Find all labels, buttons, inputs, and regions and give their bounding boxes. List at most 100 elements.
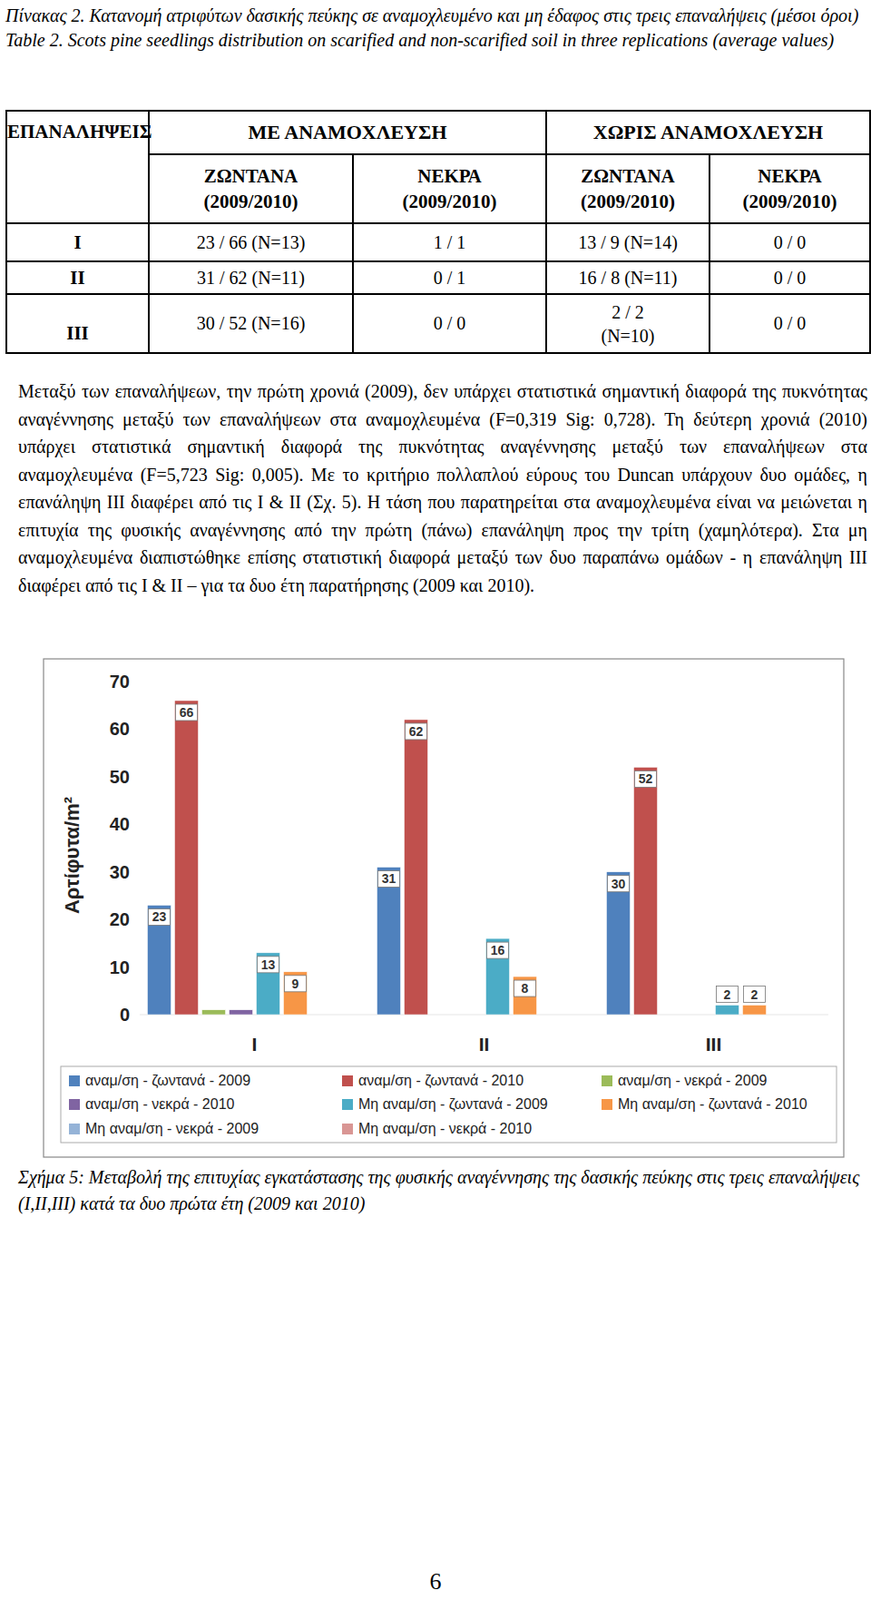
legend-label: αναμ/ση - νεκρά - 2009 [617, 1072, 768, 1088]
table-cell: 0 / 1 [352, 261, 547, 294]
bar [377, 866, 402, 1015]
table-cell: 0 / 0 [352, 293, 547, 353]
data-label: 23 [152, 909, 167, 924]
legend-label: αναμ/ση - ζωντανά - 2009 [85, 1072, 251, 1089]
bar [661, 1014, 686, 1016]
page-number: 6 [0, 1567, 871, 1596]
legend-label: Μη αναμ/ση - ζωντανά - 2010 [617, 1096, 808, 1113]
data-label-box [635, 770, 657, 787]
y-tick [136, 871, 140, 872]
row-label: I [6, 223, 149, 262]
y-tick-label: 10 [109, 957, 130, 978]
legend-swatch [601, 1098, 613, 1110]
y-tick-label: 0 [119, 1004, 130, 1025]
title-el: Πίνακας 2. Κατανομή ατριφύτων δασικής πε… [5, 3, 868, 29]
bar [715, 1005, 740, 1015]
y-tick-label: 30 [109, 861, 130, 882]
table-cell: 31 / 62 (N=11) [148, 261, 353, 294]
y-axis-label: Αρτίφυτα/m² [60, 796, 84, 914]
bar [567, 1014, 592, 1016]
data-label: 13 [261, 957, 276, 972]
legend-swatch [68, 1123, 80, 1135]
bar [770, 1014, 794, 1016]
bar [540, 1014, 565, 1016]
y-tick [136, 966, 140, 968]
data-label-box [284, 975, 307, 992]
x-tick-label: I [252, 1033, 258, 1055]
y-tick [136, 823, 140, 825]
table-cell: 0 / 0 [709, 293, 871, 353]
legend-box [60, 1066, 837, 1143]
data-label: 31 [381, 871, 397, 886]
data-label-box [405, 723, 428, 740]
tbody: ΕΠΑΝΑΛΗΨΕΙΣΜΕ ΑΝΑΜΟΧΛΕΥΣΗΧΩΡΙΣ ΑΝΑΜΟΧΛΕΥ… [6, 110, 871, 353]
data-label-box [257, 956, 280, 973]
bar [431, 1014, 456, 1016]
paragraph: Μεταξύ των επαναλήψεων, την πρώτη χρονιά… [18, 377, 868, 599]
column-header: ΖΩΝΤΑΝΑ(2009/2010) [148, 154, 353, 224]
legend-swatch [342, 1098, 353, 1110]
table-cell: 0 / 0 [709, 261, 871, 294]
x-tick-label: II [479, 1033, 490, 1055]
data-label: 9 [292, 976, 300, 991]
header-row: ΕΠΑΝΑΛΗΨΕΙΣΜΕ ΑΝΑΜΟΧΛΕΥΣΗΧΩΡΙΣ ΑΝΑΜΟΧΛΕΥ… [6, 110, 871, 155]
row-label: II [6, 261, 149, 294]
column-period: (2009/2010) [353, 188, 546, 215]
column-label: ΖΩΝΤΑΝΑ [547, 163, 709, 189]
column-label: ΝΕΚΡΑ [353, 163, 546, 189]
legend-swatch [342, 1123, 353, 1135]
y-tick [136, 919, 140, 920]
bar [311, 1014, 335, 1016]
y-tick-label: 40 [109, 813, 130, 834]
bar [229, 1009, 254, 1015]
table-cell: 2 / 2 (N=10) [546, 293, 710, 353]
y-tick [136, 1014, 140, 1016]
legend-label: Μη αναμ/ση - ζωντανά - 2009 [358, 1096, 549, 1113]
y-tick-label: 70 [109, 671, 130, 692]
bar [283, 971, 308, 1015]
data-label: 2 [751, 987, 759, 1002]
title-en: Table 2. Scots pine seedlings distributi… [5, 28, 868, 53]
data-label-box [716, 986, 739, 1003]
legend-label: Μη αναμ/ση - νεκρά - 2009 [85, 1120, 259, 1136]
data-row: I23 / 66 (N=13)1 / 113 / 9 (N=14)0 / 0 [6, 223, 871, 262]
bar [634, 766, 658, 1015]
data-label-box [743, 986, 766, 1003]
bar [743, 1005, 767, 1015]
legend-swatch [68, 1075, 80, 1087]
bar [338, 1014, 363, 1016]
data-label-box [148, 908, 171, 925]
bar [175, 700, 199, 1015]
data-label: 62 [409, 724, 424, 739]
y-tick-label: 50 [109, 766, 130, 787]
table-cell: 16 / 8 (N=11) [546, 261, 710, 294]
table-title: Πίνακας 2. Κατανομή ατριφύτων δασικής πε… [5, 3, 868, 53]
data-label: 52 [638, 771, 654, 786]
data-label: 2 [724, 987, 732, 1002]
legend-label: αναμ/ση - ζωντανά - 2010 [358, 1072, 524, 1089]
y-tick [136, 728, 140, 730]
group-header: ΧΩΡΙΣ ΑΝΑΜΟΧΛΕΥΣΗ [546, 110, 871, 155]
chart-frame [43, 658, 844, 1157]
bar [688, 1014, 713, 1016]
legend-label: Μη αναμ/ση - νεκρά - 2010 [358, 1120, 532, 1136]
data-label: 16 [490, 942, 506, 958]
data-row: III30 / 52 (N=16)0 / 02 / 2 (N=10)0 / 0 [6, 293, 871, 353]
x-tick-label: III [705, 1033, 723, 1055]
bar [202, 1009, 226, 1015]
data-label: 30 [611, 876, 627, 891]
y-tick [136, 775, 140, 777]
column-header: ΝΕΚΡΑ(2009/2010) [352, 154, 547, 224]
row-label: III [6, 293, 149, 353]
legend-swatch [342, 1075, 353, 1087]
data-row: II31 / 62 (N=11)0 / 116 / 8 (N=11)0 / 0 [6, 261, 871, 294]
column-header: ΝΕΚΡΑ(2009/2010) [709, 154, 871, 224]
bar [486, 938, 510, 1015]
bar [256, 952, 281, 1015]
data-label-box [487, 941, 509, 959]
bars [147, 700, 767, 1015]
table-cell: 23 / 66 (N=13) [148, 223, 353, 262]
legend-swatch [68, 1098, 80, 1110]
row-header: ΕΠΑΝΑΛΗΨΕΙΣ [6, 110, 149, 224]
column-period: (2009/2010) [149, 188, 353, 215]
